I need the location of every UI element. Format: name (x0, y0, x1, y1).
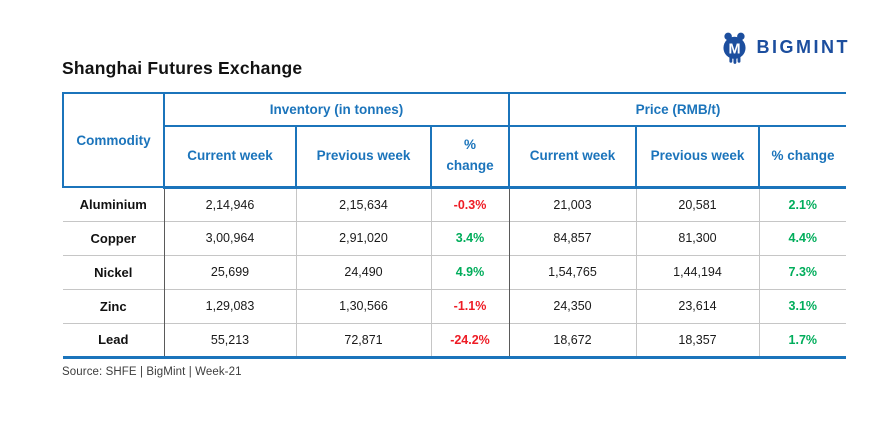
column-header-commodity: Commodity (62, 93, 165, 188)
inventory-current-value: 55,213 (163, 322, 296, 357)
column-header-inventory-change: % change (430, 126, 509, 189)
price-current-value: 1,54,765 (508, 254, 636, 289)
price-previous-value: 20,581 (635, 186, 759, 221)
price-change-value: 1.7% (758, 322, 847, 357)
svg-text:M: M (728, 41, 740, 57)
price-previous-value: 81,300 (635, 220, 759, 255)
inventory-previous-value: 24,490 (295, 254, 431, 289)
bigmint-logo-icon: M (719, 30, 750, 64)
commodity-name: Zinc (63, 288, 164, 323)
commodity-name: Aluminium (63, 186, 164, 221)
column-header-price-current: Current week (508, 126, 636, 189)
inventory-change-value: 3.4% (430, 220, 509, 255)
price-change-value: 3.1% (758, 288, 847, 323)
price-change-value: 7.3% (758, 254, 847, 289)
price-current-value: 21,003 (508, 186, 636, 221)
column-header-inventory-current: Current week (163, 126, 296, 189)
table-body: Aluminium 2,14,946 2,15,634 -0.3% 21,003… (63, 186, 847, 357)
inventory-current-value: 25,699 (163, 254, 296, 289)
inventory-previous-value: 1,30,566 (295, 288, 431, 323)
table-row: Lead 55,213 72,871 -24.2% 18,672 18,357 … (63, 322, 847, 357)
column-header-price-previous: Previous week (635, 126, 759, 189)
price-previous-value: 1,44,194 (635, 254, 759, 289)
inventory-change-value: -24.2% (430, 322, 509, 357)
bigmint-logo-text: BIGMINT (756, 36, 850, 57)
source-note: Source: SHFE | BigMint | Week-21 (62, 365, 242, 378)
table-row: Zinc 1,29,083 1,30,566 -1.1% 24,350 23,6… (63, 288, 847, 323)
table-row: Aluminium 2,14,946 2,15,634 -0.3% 21,003… (63, 186, 847, 221)
inventory-current-value: 3,00,964 (163, 220, 296, 255)
inventory-change-value: 4.9% (430, 254, 509, 289)
price-current-value: 18,672 (508, 322, 636, 357)
commodity-name: Copper (63, 220, 164, 255)
inventory-previous-value: 2,15,634 (295, 186, 431, 221)
inventory-current-value: 1,29,083 (163, 288, 296, 323)
report-body: Shanghai Futures Exchange Commodity Inve… (62, 58, 847, 378)
inventory-current-value: 2,14,946 (163, 186, 296, 221)
inventory-change-value: -1.1% (430, 288, 509, 323)
price-previous-value: 18,357 (635, 322, 759, 357)
commodity-name: Lead (63, 322, 164, 357)
inventory-change-value: -0.3% (430, 186, 509, 221)
commodity-name: Nickel (63, 254, 164, 289)
price-current-value: 24,350 (508, 288, 636, 323)
table-row: Nickel 25,699 24,490 4.9% 1,54,765 1,44,… (63, 254, 847, 289)
price-current-value: 84,857 (508, 220, 636, 255)
column-header-price-change: % change (757, 126, 847, 189)
shfe-table: Commodity Inventory (in tonnes) Price (R… (62, 92, 847, 359)
bigmint-logo: M BIGMINT (719, 30, 851, 64)
price-change-value: 2.1% (758, 186, 847, 221)
group-header-price: Price (RMB/t) (507, 93, 847, 127)
inventory-previous-value: 2,91,020 (295, 220, 431, 255)
page-title: Shanghai Futures Exchange (62, 58, 303, 78)
price-previous-value: 23,614 (635, 288, 759, 323)
group-header-inventory: Inventory (in tonnes) (163, 93, 509, 127)
column-header-inventory-previous: Previous week (295, 126, 431, 189)
inventory-previous-value: 72,871 (295, 322, 431, 357)
price-change-value: 4.4% (758, 220, 847, 255)
table-row: Copper 3,00,964 2,91,020 3.4% 84,857 81,… (63, 220, 847, 255)
